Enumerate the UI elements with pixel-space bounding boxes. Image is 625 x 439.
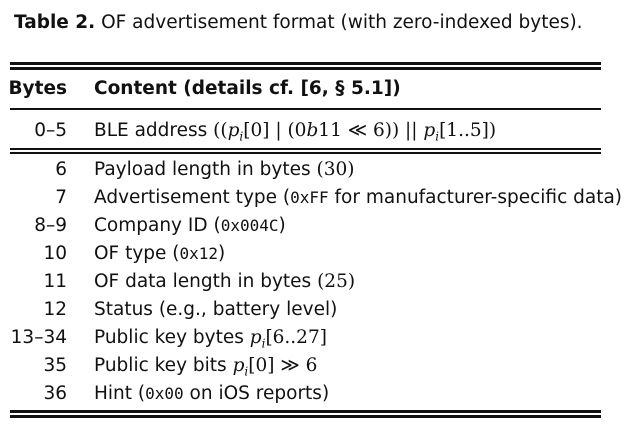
row-bytes: 0–5 xyxy=(34,120,67,141)
row-content: BLE address ((pi[0] | (0b11 ≪ 6)) || pi[… xyxy=(94,120,497,144)
mid-rule-1 xyxy=(10,148,601,150)
table-row: 35 Public key bits pi[0] ≫ 6 xyxy=(0,352,625,380)
row-bytes: 7 xyxy=(55,187,67,208)
row-bytes: 35 xyxy=(43,355,67,376)
bottom-rule-outer xyxy=(10,415,601,418)
row-content: Public key bits pi[0] ≫ 6 xyxy=(94,355,318,379)
row-bytes: 36 xyxy=(43,383,67,404)
table-row-address: 0–5 BLE address ((pi[0] | (0b11 ≪ 6)) ||… xyxy=(0,117,625,145)
table-row: 36 Hint (0x00 on iOS reports) xyxy=(0,380,625,408)
header-bytes: Bytes xyxy=(8,78,67,99)
row-content: Hint (0x00 on iOS reports) xyxy=(94,383,330,404)
table-caption: Table 2. OF advertisement format (with z… xyxy=(14,10,583,36)
table-row: 6 Payload length in bytes (30) xyxy=(0,156,625,184)
row-content: OF type (0x12) xyxy=(94,243,226,264)
table-row: 10 OF type (0x12) xyxy=(0,240,625,268)
row-content: OF data length in bytes (25) xyxy=(94,271,356,292)
row-content: Company ID (0x004C) xyxy=(94,215,286,236)
row-bytes: 8–9 xyxy=(34,215,67,236)
row-bytes: 12 xyxy=(43,299,67,320)
mid-rule-2 xyxy=(10,152,601,154)
table-row: 8–9 Company ID (0x004C) xyxy=(0,212,625,240)
table-header: Bytes Content (details cf. [6, § 5.1]) xyxy=(0,75,625,103)
row-content: Payload length in bytes (30) xyxy=(94,159,355,180)
top-rule-inner xyxy=(10,67,601,70)
top-rule-outer xyxy=(10,62,601,65)
table-row: 11 OF data length in bytes (25) xyxy=(0,268,625,296)
header-rule xyxy=(10,108,601,110)
bottom-rule-inner xyxy=(10,410,601,413)
row-content: Advertisement type (0xFF for manufacture… xyxy=(94,187,623,208)
row-bytes: 10 xyxy=(43,243,67,264)
row-bytes: 13–34 xyxy=(10,327,67,348)
row-bytes: 11 xyxy=(43,271,67,292)
row-content: Status (e.g., battery level) xyxy=(94,299,338,320)
table-row: 7 Advertisement type (0xFF for manufactu… xyxy=(0,184,625,212)
caption-label: Table 2. xyxy=(14,12,96,33)
row-content: Public key bytes pi[6..27] xyxy=(94,327,327,351)
caption-text: OF advertisement format (with zero-index… xyxy=(101,12,583,33)
row-bytes: 6 xyxy=(55,159,67,180)
table-row: 13–34 Public key bytes pi[6..27] xyxy=(0,324,625,352)
header-content: Content (details cf. [6, § 5.1]) xyxy=(94,78,401,99)
table-row: 12 Status (e.g., battery level) xyxy=(0,296,625,324)
